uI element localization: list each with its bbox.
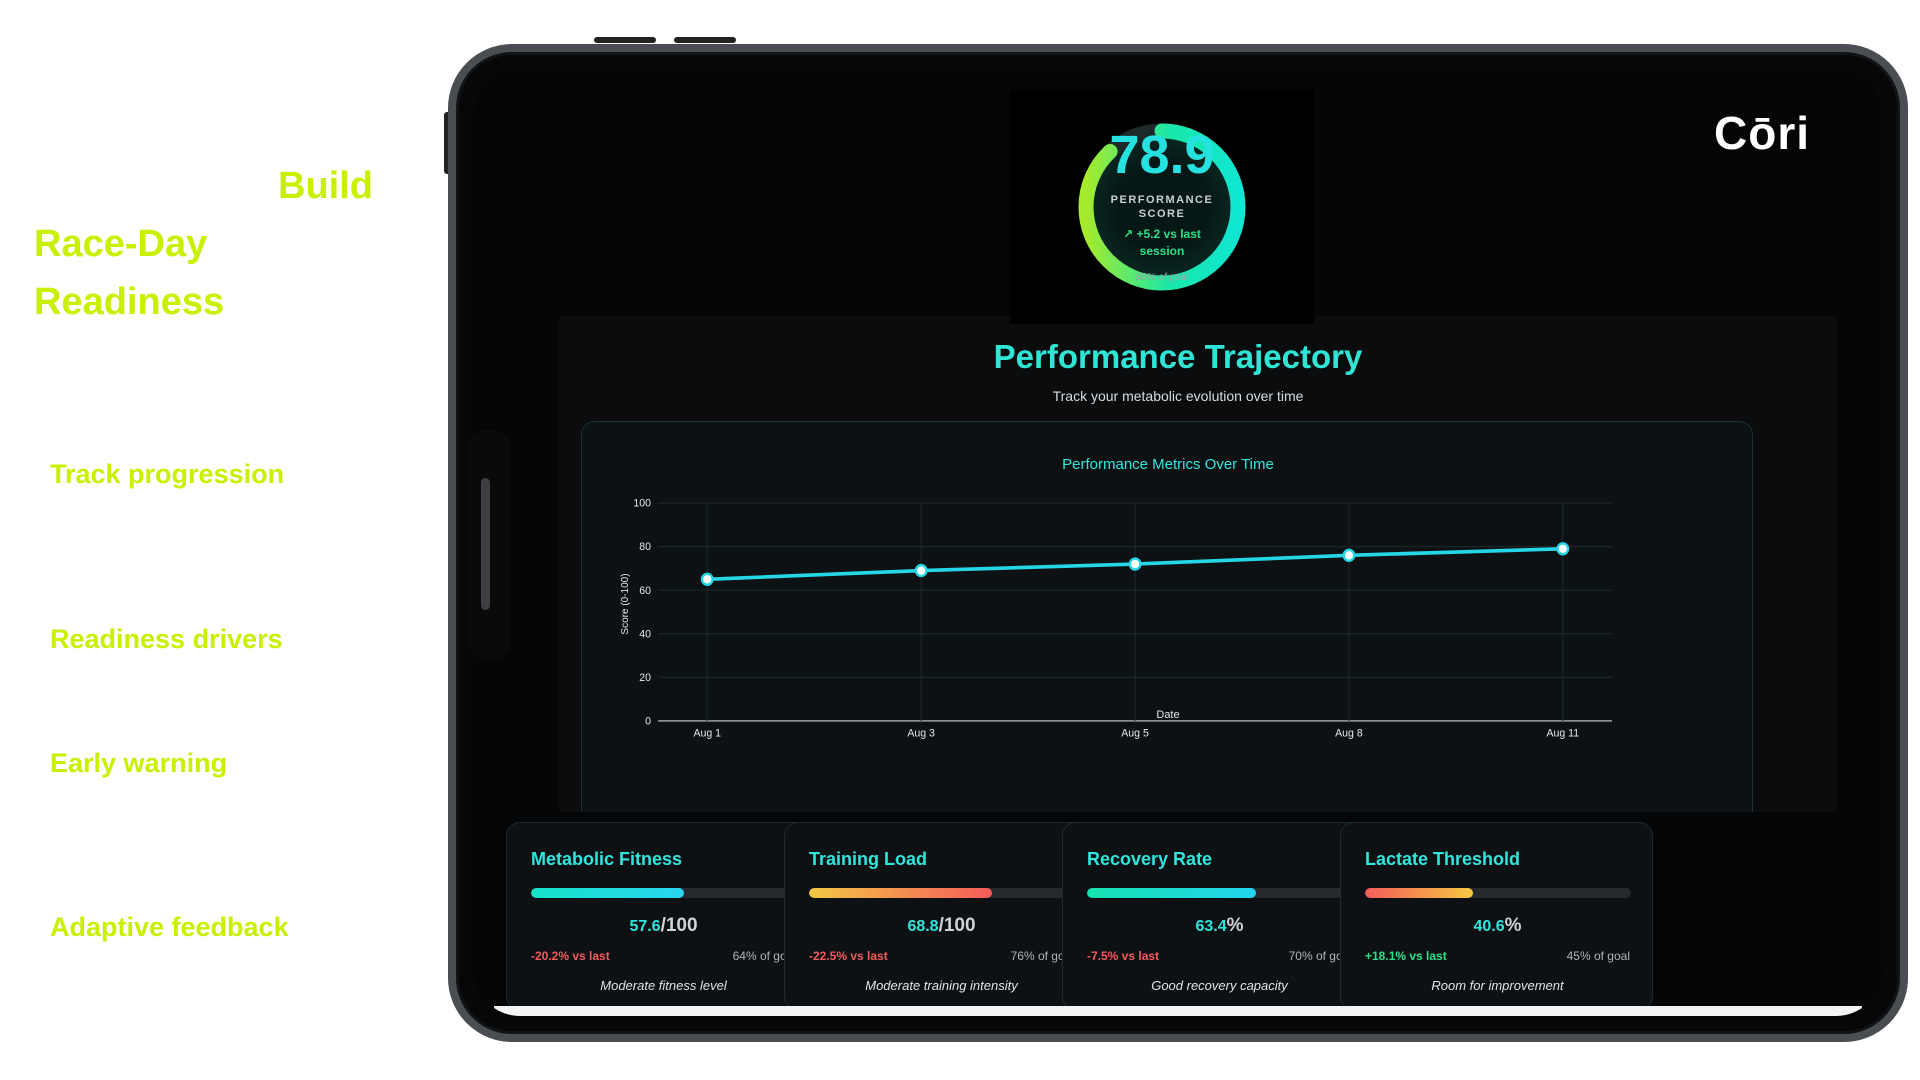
score-ring-inner <box>1086 131 1238 283</box>
metric-note: Moderate fitness level <box>600 978 727 993</box>
score-goal: 88% of goal <box>1135 272 1189 283</box>
volume-button <box>594 37 656 43</box>
metric-title: Training Load <box>809 849 928 869</box>
metric-card-recovery-rate[interactable]: Recovery Rate 63.4% -7.5% vs last 70% of… <box>1062 822 1375 1010</box>
metric-title: Lactate Threshold <box>1365 849 1521 869</box>
chart-y-tick-label: 40 <box>639 628 651 640</box>
metric-title: Recovery Rate <box>1087 849 1213 869</box>
chart-x-tick-label: Aug 5 <box>1121 727 1149 739</box>
chart-x-axis-label: Date <box>1156 709 1179 721</box>
app-logo: Cōri <box>1714 107 1810 159</box>
caption-early-warning: Early warning <box>50 748 228 778</box>
chart-x-tick-label: Aug 8 <box>1335 727 1363 739</box>
metric-note: Moderate training intensity <box>865 978 1018 993</box>
metric-value-number: 57.6 <box>629 918 661 935</box>
chart-y-tick-label: 80 <box>639 541 651 553</box>
performance-score-gauge: 78.9 PERFORMANCE SCORE ↗ +5.2 vs last se… <box>1010 90 1314 324</box>
metric-progress-fill <box>809 888 992 898</box>
screen-bottom-edge <box>494 1006 1862 1016</box>
caption-adaptive-feedback: Adaptive feedback <box>50 912 289 942</box>
score-ring <box>1078 123 1246 291</box>
metric-delta: -20.2% vs last <box>531 949 610 963</box>
metric-value-denominator: /100 <box>660 915 698 936</box>
metric-card-metabolic-fitness[interactable]: Metabolic Fitness 57.6/100 -20.2% vs las… <box>506 822 819 1010</box>
metric-delta: +18.1% vs last <box>1365 949 1447 963</box>
metric-delta: -22.5% vs last <box>809 949 888 963</box>
chart-data-point[interactable] <box>1342 548 1356 562</box>
score-label-line2: SCORE <box>1138 208 1186 220</box>
metric-value: 40.6% <box>1341 915 1654 937</box>
tablet-device: Cōri 78.9 <box>448 44 1908 1042</box>
metric-progress-fill <box>531 888 685 898</box>
metric-note: Good recovery capacity <box>1151 978 1288 993</box>
metric-value-denominator: /100 <box>938 915 976 936</box>
score-label: PERFORMANCE SCORE <box>1010 193 1314 221</box>
metric-progress-track <box>809 888 1075 898</box>
metric-delta: -7.5% vs last <box>1087 949 1160 963</box>
chart-data-point[interactable] <box>1128 557 1142 571</box>
metric-value: 57.6/100 <box>507 915 820 937</box>
metric-progress-track <box>1365 888 1631 898</box>
power-button <box>444 112 451 174</box>
metric-value-number: 63.4 <box>1195 918 1227 935</box>
metric-goal: 70% of goal <box>1288 949 1352 963</box>
app-screen: Cōri 78.9 <box>474 70 1882 1016</box>
metric-value: 68.8/100 <box>785 915 1098 937</box>
chart-card: Performance Metrics Over Time Date Score… <box>581 421 1753 841</box>
caption-readiness-drivers: Readiness drivers <box>50 624 283 654</box>
metric-value-number: 68.8 <box>907 918 939 935</box>
chart-data-point[interactable] <box>700 572 714 586</box>
metric-goal: 76% of goal <box>1010 949 1074 963</box>
metric-card-lactate-threshold[interactable]: Lactate Threshold 40.6% +18.1% vs last 4… <box>1340 822 1653 1010</box>
score-delta-line2: session <box>1139 244 1185 258</box>
metric-value-denominator: % <box>1504 915 1522 936</box>
metric-progress-track <box>1087 888 1353 898</box>
chart-y-tick-label: 0 <box>645 715 651 727</box>
metric-value: 63.4% <box>1063 915 1376 937</box>
metric-progress-fill <box>1087 888 1256 898</box>
page-subtitle: Track your metabolic evolution over time <box>1052 388 1304 404</box>
metric-card-training-load[interactable]: Training Load 68.8/100 -22.5% vs last 76… <box>784 822 1097 1010</box>
caption-track-progression: Track progression <box>50 459 285 489</box>
score-delta-line1: ↗ +5.2 vs last <box>1123 227 1201 241</box>
metric-goal: 64% of goal <box>732 949 796 963</box>
metric-value-number: 40.6 <box>1473 918 1505 935</box>
metric-goal: 45% of goal <box>1566 949 1630 963</box>
score-value: 78.9 <box>1109 125 1215 185</box>
metric-title: Metabolic Fitness <box>531 849 683 869</box>
score-label-line1: PERFORMANCE <box>1110 194 1214 206</box>
chart-y-tick-label: 100 <box>633 498 651 510</box>
caption-readiness: Readiness <box>34 281 225 323</box>
chart-x-tick-label: Aug 3 <box>907 727 935 739</box>
side-scroll-handle[interactable] <box>481 478 490 610</box>
chart-data-point[interactable] <box>1556 542 1570 556</box>
chart-y-tick-label: 60 <box>639 585 651 597</box>
chart-y-tick-label: 20 <box>639 672 651 684</box>
performance-line-chart[interactable]: Performance Metrics Over Time Date Score… <box>582 422 1754 842</box>
page-title: Performance Trajectory <box>993 338 1363 375</box>
chart-title: Performance Metrics Over Time <box>1062 456 1274 473</box>
metric-value-denominator: % <box>1226 915 1244 936</box>
metric-progress-track <box>531 888 797 898</box>
metric-progress-fill <box>1365 888 1473 898</box>
metric-note: Room for improvement <box>1431 978 1564 993</box>
chart-x-tick-label: Aug 1 <box>693 727 721 739</box>
score-ring-fill <box>1078 123 1246 291</box>
chart-data-point[interactable] <box>914 563 928 578</box>
chart-y-axis-label: Score (0-100) <box>620 573 631 634</box>
volume-button <box>674 37 736 43</box>
caption-race-day: Race-Day <box>34 223 208 265</box>
score-delta: ↗ +5.2 vs last session <box>1010 226 1314 260</box>
chart-x-tick-label: Aug 11 <box>1546 727 1579 739</box>
caption-build: Build <box>278 165 373 207</box>
